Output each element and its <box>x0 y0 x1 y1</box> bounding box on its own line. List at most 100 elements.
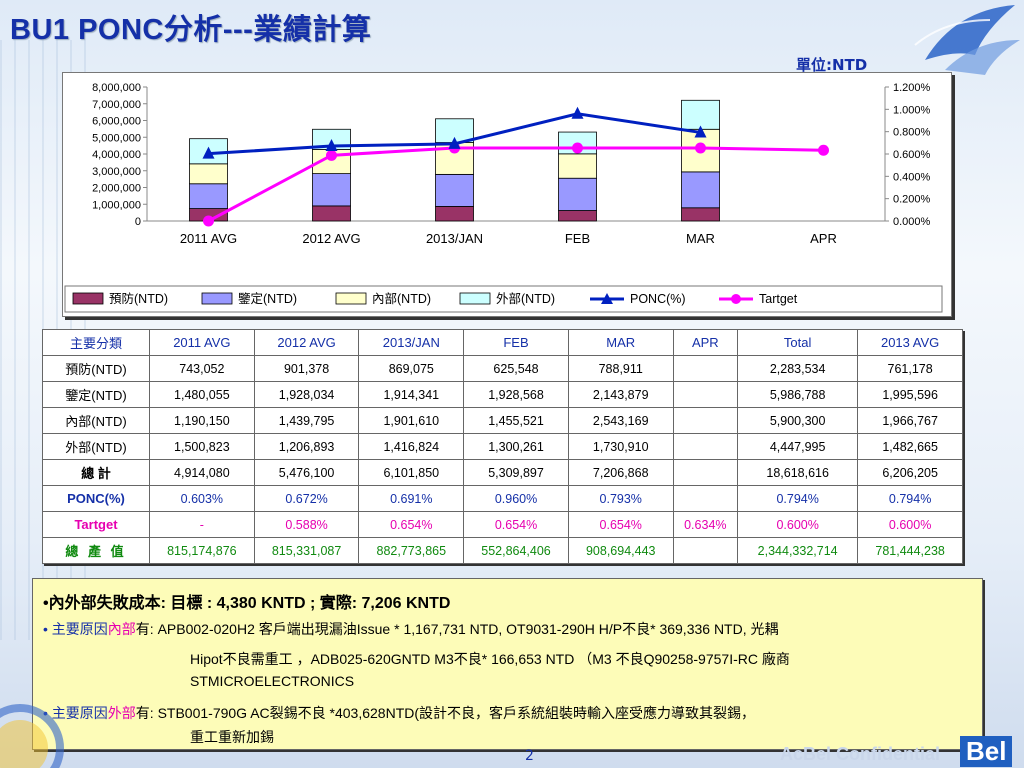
table-cell: 788,911 <box>567 355 674 382</box>
notes-internal-cause: • 主要原因內部有: APB002-020H2 客戶端出現漏油Issue * 1… <box>43 619 779 639</box>
target-point <box>572 142 583 154</box>
legend-label: PONC(%) <box>630 292 686 306</box>
table-cell: 815,331,087 <box>253 537 360 564</box>
notes-external-cause: • 主要原因外部有: STB001-790G AC裂錫不良 *403,628NT… <box>43 703 755 723</box>
table-cell: 5,986,788 <box>737 381 859 408</box>
table-cell: 743,052 <box>149 355 255 382</box>
table-cell: 2,283,534 <box>737 355 859 382</box>
y-tick-label: 8,000,000 <box>92 82 141 94</box>
table-cell: 0.654% <box>463 511 569 538</box>
target-point <box>818 144 829 156</box>
y-tick-label: 2,000,000 <box>92 183 141 195</box>
table-cell: 552,864,406 <box>463 537 569 564</box>
table-cell: 1,995,596 <box>857 381 963 408</box>
table-cell: 1,416,824 <box>358 433 465 460</box>
table-row-label: PONC(%) <box>42 485 150 512</box>
table-header-cell: 2011 AVG <box>149 329 255 356</box>
table-row-label: 鑒定(NTD) <box>42 381 150 408</box>
confidential-label: AcBel Confidential <box>780 744 941 764</box>
y-tick-label: 5,000,000 <box>92 132 141 144</box>
bar-segment <box>435 173 474 207</box>
legend-marker <box>601 293 613 304</box>
target-point <box>695 142 706 154</box>
table-cell: 4,914,080 <box>149 459 255 486</box>
company-logo: Bel <box>960 736 1013 767</box>
table-header-cell: FEB <box>463 329 569 356</box>
chart-panel: 8,000,000 7,000,000 6,000,000 5,000,000 4,00… <box>62 72 952 317</box>
table-row: 總 計 4,914,080 5,476,100 6,101,850 5,309,897 7… <box>42 459 963 486</box>
stacked-bar-line-chart: 8,000,000 7,000,000 6,000,000 5,000,000 4,00… <box>64 82 943 313</box>
bar-segment <box>558 177 597 211</box>
bar-segment <box>681 171 720 209</box>
notes-bullet-prefix: • 主要原因 <box>43 621 108 637</box>
x-tick-label: 2013/JAN <box>426 231 483 246</box>
notes-box: •內外部失敗成本: 目標 : 4,380 KNTD ; 實際: 7,206 KN… <box>32 578 983 750</box>
table-cell <box>672 433 739 460</box>
legend-label: 內部(NTD) <box>372 291 431 306</box>
table-row: 總 產 值 815,174,876 815,331,087 882,773,865 55… <box>42 537 963 564</box>
table-header-cell: 2013/JAN <box>358 329 465 356</box>
table-header-cell: 2012 AVG <box>253 329 360 356</box>
x-tick-label: MAR <box>686 231 715 246</box>
table-cell: 0.600% <box>737 511 859 538</box>
legend-marker <box>731 294 741 304</box>
x-tick-label: APR <box>810 231 837 246</box>
notes-internal-cont1: Hipot不良需重工 ，ADB025-620GNTD M3不良* 166,653… <box>190 651 790 667</box>
table-cell: 1,901,610 <box>358 407 465 434</box>
table-header-cell: APR <box>672 329 739 356</box>
unit-label: 單位:NTD <box>796 56 868 74</box>
bar-segment <box>312 173 351 207</box>
notes-external-cont1: 重工重新加錫 <box>190 729 274 745</box>
table-cell <box>672 407 739 434</box>
table-header-row: 主要分類 2011 AVG 2012 AVG 2013/JAN FEB MAR APR Tot… <box>42 329 963 356</box>
notes-internal-text: 有: APB002-020H2 客戶端出現漏油Issue * 1,167,731… <box>135 621 779 637</box>
x-tick-label: FEB <box>565 231 590 246</box>
bar-segment <box>189 183 228 209</box>
table-cell: 0.588% <box>253 511 360 538</box>
table-row: Tartget -0.588% 0.654% 0.654% 0.654% 0.634% 0.… <box>42 511 963 538</box>
y2-tick-label: 0.800% <box>893 127 931 139</box>
ponc-point <box>202 146 215 159</box>
bar-segment <box>435 206 474 222</box>
legend-swatch <box>335 292 367 305</box>
target-point <box>203 215 214 227</box>
legend-label: 外部(NTD) <box>496 291 555 306</box>
table-cell: 625,548 <box>463 355 569 382</box>
table-cell: 4,447,995 <box>737 433 859 460</box>
notes-summary: •內外部失敗成本: 目標 : 4,380 KNTD ; 實際: 7,206 KN… <box>43 595 451 612</box>
table-cell <box>672 381 739 408</box>
eagle-logo-icon <box>914 5 1020 75</box>
legend-swatch <box>72 292 104 305</box>
table-row: PONC(%) 0.603% 0.672% 0.691% 0.960% 0.793% 0.7… <box>42 485 963 512</box>
bar-segment <box>558 210 597 222</box>
notes-keyword-internal: 內部 <box>107 621 136 637</box>
notes-external-text: 有: STB001-790G AC裂錫不良 *403,628NTD(設計不良，客… <box>135 705 756 721</box>
x-tick-label: 2011 AVG <box>180 231 237 246</box>
notes-keyword-external: 外部 <box>107 705 136 721</box>
page-number: 2 <box>525 748 534 764</box>
bar-segment <box>558 153 597 179</box>
table-cell: 0.600% <box>857 511 963 538</box>
table-cell: 1,966,767 <box>857 407 963 434</box>
table-cell: 781,444,238 <box>857 537 963 564</box>
table-cell: 0.794% <box>737 485 859 512</box>
table-row-label: 預防(NTD) <box>42 355 150 382</box>
y-tick-label: 3,000,000 <box>92 166 141 178</box>
y2-tick-label: 0.200% <box>893 194 931 206</box>
table-cell <box>672 537 739 564</box>
notes-internal-cont2: STMICROELECTRONICS <box>190 673 355 689</box>
y-tick-label: 6,000,000 <box>92 116 141 128</box>
table-cell: 0.960% <box>463 485 569 512</box>
ponc-point <box>694 125 707 138</box>
table-cell: 5,309,897 <box>463 459 569 486</box>
table-cell: 1,914,341 <box>358 381 465 408</box>
table-cell: 882,773,865 <box>358 537 465 564</box>
table-cell: - <box>149 511 255 538</box>
table-cell <box>672 485 739 512</box>
table-header-cell: Total <box>737 329 859 356</box>
table-cell: 7,206,868 <box>567 459 674 486</box>
y2-tick-label: 1.000% <box>893 104 931 116</box>
table-cell: 0.654% <box>567 511 674 538</box>
table-cell: 5,900,300 <box>737 407 859 434</box>
table-cell: 0.634% <box>672 511 739 538</box>
